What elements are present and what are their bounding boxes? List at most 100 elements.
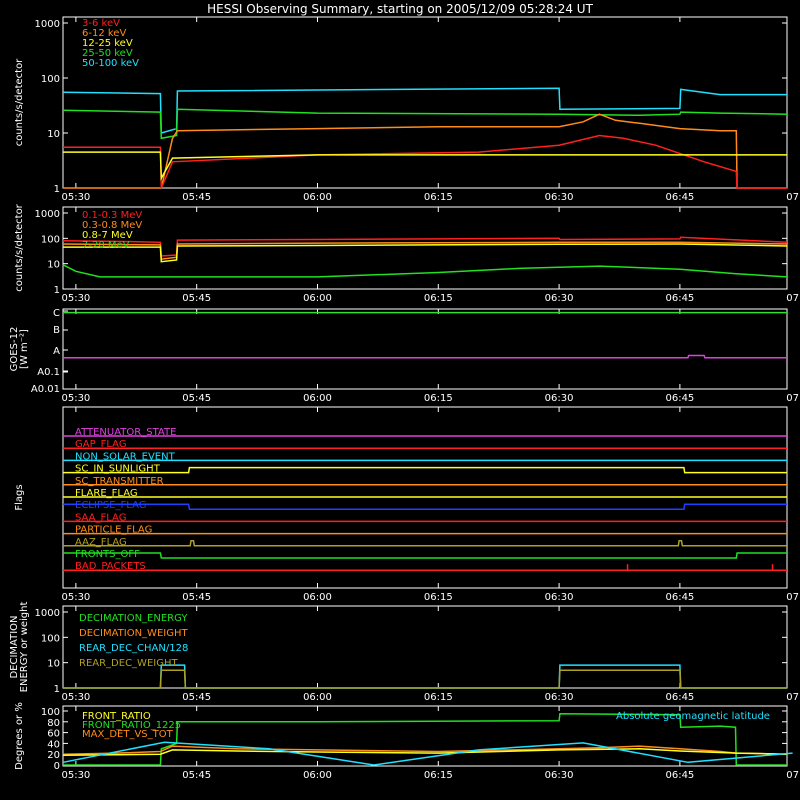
x-tick-label: 06:00 (303, 692, 332, 703)
x-tick-label: 07:00 (786, 770, 800, 781)
flag-label: SC_TRANSMITTER (75, 476, 164, 487)
x-tick-label: 06:30 (545, 293, 574, 304)
x-tick-label: 06:00 (303, 192, 332, 203)
y-axis-label: Degrees or % (14, 702, 25, 770)
x-tick-label: 05:30 (61, 692, 90, 703)
flag-label: SAA_FLAG (75, 512, 126, 523)
x-tick-label: 05:45 (182, 192, 211, 203)
y-tick-label: 1000 (35, 209, 60, 220)
x-tick-label: 06:30 (545, 692, 574, 703)
flag-label: BAD_PACKETS (75, 561, 146, 572)
flag-line (63, 466, 787, 474)
x-tick-label: 06:45 (665, 692, 694, 703)
y-tick-label: 80 (47, 718, 60, 729)
x-tick-label: 07:00 (786, 692, 800, 703)
y-tick-label: 40 (47, 739, 60, 750)
y-tick-label: C (53, 308, 60, 319)
flag-label: ATTENUATOR_STATE (75, 427, 176, 438)
x-tick-label: 06:15 (424, 592, 453, 603)
x-tick-label: 06:00 (303, 393, 332, 404)
x-tick-label: 06:45 (665, 592, 694, 603)
y-axis-label: GOES-12 (9, 327, 20, 372)
series-line-front-ratio-1225 (63, 712, 787, 766)
x-tick-label: 06:00 (303, 770, 332, 781)
series-line-absolute-geomagnetic-latitude (62, 741, 793, 766)
legend-entry: DECIMATION_WEIGHT (79, 628, 188, 639)
legend-entry: DECIMATION_ENERGY (79, 613, 188, 624)
x-tick-label: 07:00 (786, 293, 800, 304)
series-line-max-det-vs-tot (62, 745, 788, 755)
x-tick-label: 05:30 (61, 592, 90, 603)
y-tick-label: 1 (54, 285, 60, 296)
y-tick-label: 60 (47, 729, 60, 740)
panel-6-frame (62, 705, 788, 767)
x-tick-label: 06:30 (545, 393, 574, 404)
x-tick-label: 06:45 (665, 393, 694, 404)
x-tick-label: 06:45 (665, 293, 694, 304)
panel-1-frame (62, 16, 788, 189)
legend-entry: 50-100 keV (82, 58, 139, 69)
legend-entry: 3-6 keV (82, 18, 120, 29)
flag-line (63, 503, 787, 510)
y-tick-label: B (53, 325, 60, 336)
y-tick-label: 1 (54, 184, 60, 195)
legend-entry: FRONT_RATIO_1225 (82, 720, 181, 731)
y-axis-label: ENERGY or weight (19, 602, 30, 693)
flag-line (63, 540, 787, 547)
series-line-front-ratio (62, 748, 788, 757)
x-tick-label: 06:30 (545, 592, 574, 603)
x-tick-label: 06:30 (545, 192, 574, 203)
y-tick-label: 1000 (35, 19, 60, 30)
x-tick-label: 07:00 (786, 393, 800, 404)
legend-entry: REAR_DEC_CHAN/128 (79, 643, 188, 654)
flag-label: AAZ_FLAG (75, 537, 127, 548)
legend-entry: 6-12 keV (82, 28, 126, 39)
series-line-0-8-7-mev (63, 243, 788, 263)
legend-entry: 7-20 MeV (82, 240, 130, 251)
series-line-rear-dec-weight (63, 669, 787, 689)
flag-label: ECLIPSE_FLAG (75, 500, 146, 511)
y-tick-label: 100 (41, 633, 60, 644)
flag-label: FLARE_FLAG (75, 488, 138, 499)
flag-line (63, 552, 787, 559)
x-tick-label: 06:15 (424, 692, 453, 703)
legend-entry: Absolute geomagnetic latitude (616, 711, 770, 722)
legend-entry: 25-50 keV (82, 48, 133, 59)
goes-series-1 (63, 354, 787, 359)
x-tick-label: 06:30 (545, 770, 574, 781)
y-tick-label: 100 (41, 234, 60, 245)
y-tick-label: 10 (47, 659, 60, 670)
legend-entry: 0.3-0.8 MeV (82, 220, 142, 231)
x-tick-label: 05:45 (182, 692, 211, 703)
legend-entry: 0.1-0.3 MeV (82, 210, 142, 221)
chart-title: HESSI Observing Summary, starting on 200… (207, 2, 593, 16)
y-tick-label: 100 (41, 707, 60, 718)
y-tick-label: 100 (41, 74, 60, 85)
series-line-12-25-kev (63, 151, 787, 182)
x-tick-label: 05:45 (182, 592, 211, 603)
x-tick-label: 06:45 (665, 770, 694, 781)
x-tick-label: 05:30 (61, 393, 90, 404)
panel-3-frame (62, 308, 788, 390)
x-tick-label: 05:30 (61, 770, 90, 781)
x-tick-label: 06:45 (665, 192, 694, 203)
x-tick-label: 07:00 (786, 592, 800, 603)
x-tick-label: 05:45 (182, 770, 211, 781)
y-tick-label: 10 (47, 129, 60, 140)
panel-2-frame (62, 206, 788, 290)
y-tick-label: 1 (54, 684, 60, 695)
x-tick-label: 05:30 (61, 192, 90, 203)
y-tick-label: A0.01 (31, 384, 60, 395)
x-tick-label: 06:15 (424, 192, 453, 203)
series-line-7-20-mev (62, 264, 788, 278)
y-tick-label: 1000 (35, 608, 60, 619)
x-tick-label: 06:15 (424, 770, 453, 781)
y-tick-label: 10 (47, 260, 60, 271)
flag-label: FRONTS_OFF (75, 549, 140, 560)
x-tick-label: 05:45 (182, 293, 211, 304)
x-tick-label: 07:00 (786, 192, 800, 203)
y-tick-label: A (53, 346, 60, 357)
series-line-6-12-kev (63, 113, 787, 189)
flag-label: SC_IN_SUNLIGHT (75, 464, 161, 475)
